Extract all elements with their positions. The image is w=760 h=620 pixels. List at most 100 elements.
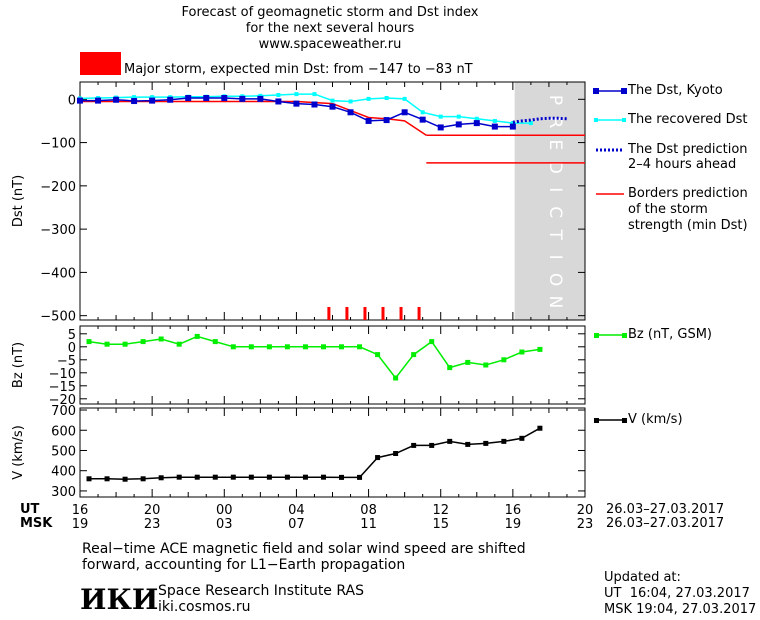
ut-tick-label: 04 — [288, 503, 305, 518]
v-point — [230, 474, 236, 480]
kyoto-dst-point — [95, 97, 102, 104]
msk-tick-label: 23 — [577, 517, 594, 532]
bz-point — [176, 341, 182, 347]
kyoto-dst-point — [239, 95, 246, 102]
bz-point — [248, 344, 254, 350]
chart-title-line2: for the next several hours — [245, 21, 415, 36]
ut-tick-label: 08 — [360, 503, 377, 518]
msk-tick-label: 19 — [72, 517, 89, 532]
bz-point — [104, 341, 110, 347]
bz-point — [537, 346, 543, 352]
bz-point — [411, 352, 417, 358]
v-point — [266, 474, 272, 480]
recovered-dst-point — [330, 98, 335, 103]
recovered-dst-point — [132, 95, 137, 100]
ut-date-range: 26.03–27.03.2017 — [606, 502, 725, 517]
ut-tick-label: 00 — [216, 503, 233, 518]
msk-tick-label: 15 — [432, 517, 449, 532]
y-tick-label-dst: −100 — [40, 137, 76, 152]
msk-tick-label: 03 — [216, 517, 233, 532]
v-point — [537, 425, 543, 431]
bz-point — [447, 365, 453, 371]
updated-msk: MSK 19:04, 27.03.2017 — [604, 602, 757, 617]
v-point — [248, 474, 254, 480]
recovered-dst-point — [420, 110, 425, 115]
y-tick-label-dst: 0 — [68, 93, 76, 108]
recovered-dst-point — [492, 118, 497, 123]
prediction-letter: I — [545, 187, 565, 192]
institute-site[interactable]: iki.cosmos.ru — [158, 599, 251, 615]
bz-point — [375, 352, 381, 358]
v-point — [465, 441, 471, 447]
v-point — [122, 476, 128, 482]
recovered-dst-point — [528, 121, 533, 126]
v-point — [284, 474, 290, 480]
v-point — [320, 474, 326, 480]
kyoto-dst-point — [473, 120, 480, 127]
recovered-dst-line — [79, 93, 531, 124]
chart-title-line1: Forecast of geomagnetic storm and Dst in… — [181, 5, 479, 20]
legend-borders-2: of the storm — [628, 202, 708, 217]
iki-logo: ИКИ — [80, 583, 159, 616]
kyoto-dst-point — [275, 98, 282, 105]
bz-point — [357, 344, 363, 350]
legend-recovered-marker — [622, 118, 626, 122]
bz-point — [465, 359, 471, 365]
legend-borders-3: strength (min Dst) — [628, 218, 748, 233]
kyoto-dst-point — [401, 109, 408, 116]
kyoto-dst-point — [167, 96, 174, 103]
storm-marker — [363, 307, 367, 320]
legend-v-marker — [594, 418, 599, 423]
storm-level-swatch — [80, 52, 121, 75]
msk-tick-label: 19 — [505, 517, 522, 532]
recovered-dst-point — [510, 121, 515, 126]
borders-line — [80, 100, 427, 136]
legend-kyoto-marker — [593, 88, 599, 94]
recovered-dst-point — [150, 95, 155, 100]
v-point — [212, 474, 218, 480]
kyoto-dst-point — [293, 100, 300, 107]
legend-borders-1: Borders prediction — [628, 186, 748, 201]
recovered-dst-point — [276, 92, 281, 97]
v-point — [483, 440, 489, 446]
v-point — [86, 476, 92, 482]
y-axis-label-v: V (km/s) — [11, 425, 26, 480]
storm-marker — [417, 307, 421, 320]
kyoto-dst-point — [419, 116, 426, 123]
kyoto-dst-point — [149, 97, 156, 104]
ut-tick-label: 16 — [505, 503, 522, 518]
kyoto-dst-point — [509, 123, 516, 130]
kyoto-dst-point — [491, 123, 498, 130]
recovered-dst-point — [402, 96, 407, 101]
updated-label: Updated at: — [604, 570, 681, 585]
footer-note-line2: forward, accounting for L1−Earth propaga… — [82, 557, 406, 573]
storm-marker — [399, 307, 403, 320]
prediction-letter: P — [545, 95, 565, 105]
updated-ut: UT 16:04, 27.03.2017 — [604, 586, 750, 601]
kyoto-dst-point — [311, 101, 318, 108]
ut-tick-label: 20 — [144, 503, 161, 518]
website-url[interactable]: www.spaceweather.ru — [258, 37, 402, 52]
legend-dst-prediction-2: 2–4 hours ahead — [628, 157, 737, 172]
y-tick-label-dst: −400 — [40, 266, 76, 281]
v-point — [339, 474, 345, 480]
v-point — [176, 474, 182, 480]
v-point — [519, 435, 525, 441]
legend-dst-recovered: The recovered Dst — [628, 112, 748, 127]
y-tick-label-v: 400 — [51, 465, 76, 480]
institute-name: Space Research Institute RAS — [158, 583, 364, 599]
y-tick-label-bz: 5 — [68, 328, 76, 343]
y-axis-label-bz: Bz (nT) — [11, 342, 26, 388]
bz-point — [284, 344, 290, 350]
v-point — [447, 438, 453, 444]
kyoto-dst-point — [221, 95, 228, 102]
legend-bz-marker — [622, 333, 627, 338]
bz-point — [122, 341, 128, 347]
v-point — [194, 474, 200, 480]
panel-frame-bz — [79, 325, 586, 405]
bz-point — [320, 344, 326, 350]
bz-point — [483, 362, 489, 368]
y-tick-label-v: 700 — [51, 404, 76, 419]
legend-v: V (km/s) — [628, 412, 683, 427]
msk-date-range: 26.03–27.03.2017 — [606, 516, 725, 531]
